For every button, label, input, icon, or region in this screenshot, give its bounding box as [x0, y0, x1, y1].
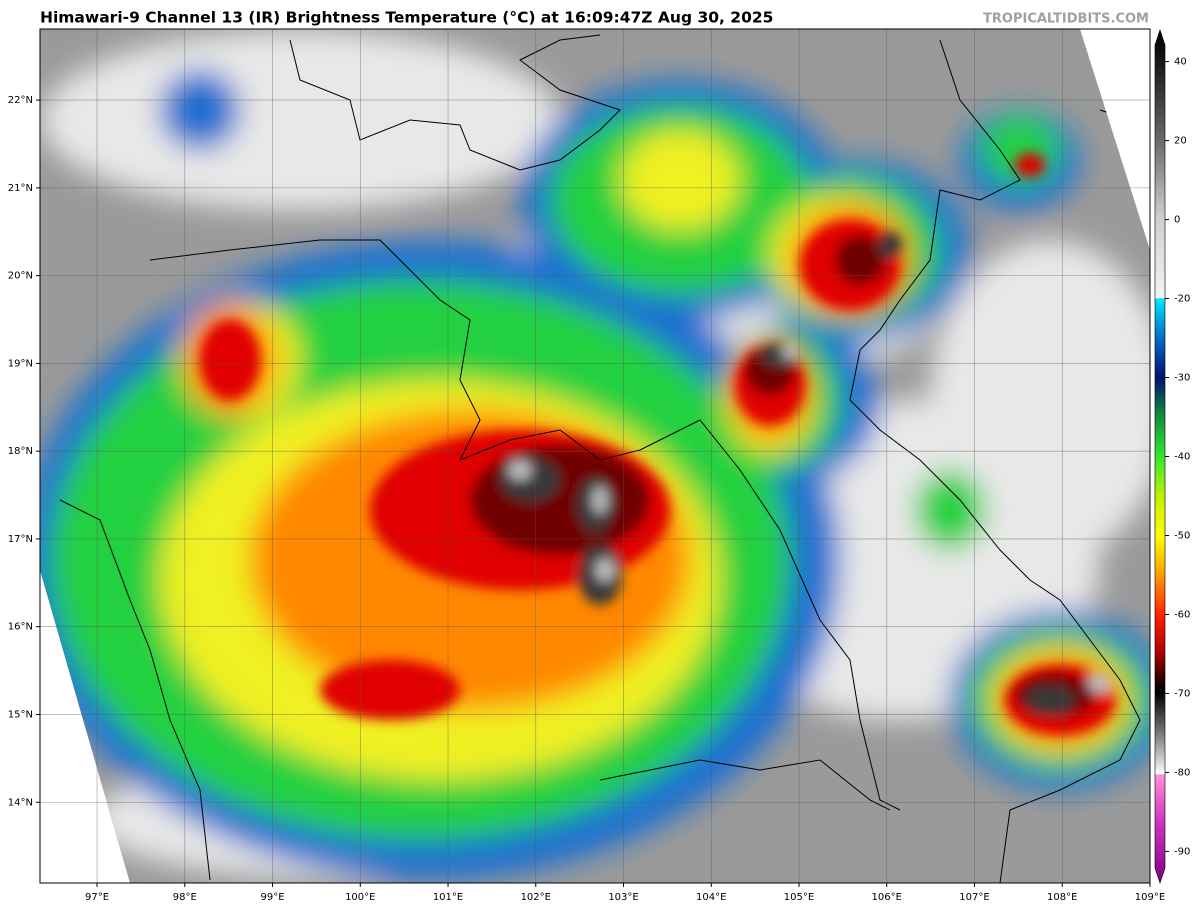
cloud-region [40, 30, 560, 210]
cloud-region [508, 460, 532, 480]
cloud-region [930, 240, 1150, 560]
y-tick-label: 22°N [8, 95, 33, 106]
x-tick-label: 107°E [959, 892, 989, 903]
colorbar-tick-label: 40 [1174, 57, 1187, 68]
y-tick-label: 15°N [8, 709, 33, 720]
x-tick-label: 100°E [345, 892, 375, 903]
title: Himawari-9 Channel 13 (IR) Brightness Te… [40, 9, 773, 27]
y-tick-label: 19°N [8, 358, 33, 369]
colorbar-tick-label: -60 [1174, 609, 1190, 620]
border [289, 34, 621, 171]
colorbar-tick-label: 20 [1174, 136, 1187, 147]
colorbar-tick-label: -50 [1174, 530, 1190, 541]
watermark: TROPICALTIDBITS.COM [983, 12, 1149, 27]
border [149, 239, 901, 811]
cloud-region [980, 115, 1060, 185]
colorbar-tick-label: -70 [1174, 688, 1190, 699]
colorbar-tick-label: -80 [1174, 767, 1190, 778]
cloud-region [160, 70, 240, 150]
y-tick-label: 17°N [8, 534, 33, 545]
cloud-region [470, 445, 650, 555]
map-frame [39, 28, 1151, 884]
cloud-region [915, 470, 985, 550]
cloud-region [320, 660, 460, 720]
border [599, 759, 891, 811]
x-tick-label: 104°E [696, 892, 726, 903]
x-tick-label: 103°E [608, 892, 638, 903]
y-tick-label: 20°N [8, 271, 33, 282]
cloud-region [1088, 673, 1112, 693]
cloud-region [595, 558, 615, 582]
colorbar: 40 20 0 -20 -30 -40 -50 -60 -70 -80 -90 [1154, 29, 1190, 884]
colorbar-tick-label: -20 [1174, 294, 1190, 305]
colorbar-tick-label: -40 [1174, 452, 1190, 463]
border [59, 499, 211, 881]
colorbar-tick-label: -30 [1174, 373, 1190, 384]
colorbar-tick-label: 0 [1174, 215, 1180, 226]
y-tick-label: 21°N [8, 183, 33, 194]
x-tick-label: 98°E [173, 892, 197, 903]
cloud-region [200, 320, 260, 400]
x-tick-label: 99°E [261, 892, 285, 903]
colorbar-scale [1154, 29, 1166, 884]
x-tick-label: 109°E [1135, 892, 1165, 903]
cloud-region [592, 486, 608, 514]
cloud-region [782, 344, 798, 360]
cloud-region [620, 130, 740, 230]
cloud-region [878, 231, 902, 259]
x-tick-label: 106°E [872, 892, 902, 903]
cloud-region [1015, 153, 1045, 177]
colorbar-tick-label: -90 [1174, 846, 1190, 857]
x-tick-label: 108°E [1047, 892, 1077, 903]
x-tick-label: 101°E [433, 892, 463, 903]
x-tick-label: 97°E [85, 892, 109, 903]
x-tick-label: 105°E [784, 892, 814, 903]
y-tick-label: 18°N [8, 446, 33, 457]
coastline [849, 39, 1141, 883]
y-tick-label: 14°N [8, 797, 33, 808]
y-tick-label: 16°N [8, 622, 33, 633]
cloud-region [1025, 685, 1075, 715]
x-tick-label: 102°E [521, 892, 551, 903]
satellite-imagery [40, 29, 1150, 883]
cloud-region [835, 235, 885, 285]
